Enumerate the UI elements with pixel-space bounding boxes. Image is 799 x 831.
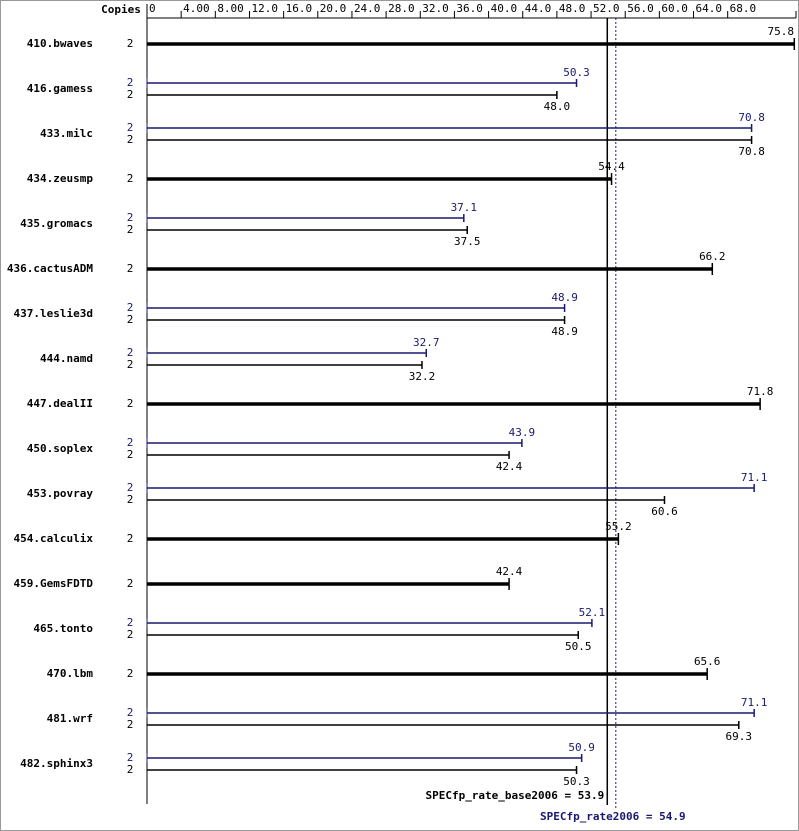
value-label: 37.5 bbox=[454, 235, 481, 248]
copies: 2 bbox=[127, 358, 134, 371]
copies: 2 bbox=[127, 211, 134, 224]
value-label: 66.2 bbox=[699, 250, 726, 263]
x-tick-label: 4.00 bbox=[183, 2, 210, 15]
copies: 2 bbox=[127, 88, 134, 101]
category-label: 433.milc bbox=[40, 127, 93, 140]
category-label: 436.cactusADM bbox=[7, 262, 93, 275]
x-tick-label: 64.0 bbox=[696, 2, 723, 15]
value-label: 48.9 bbox=[551, 325, 578, 338]
value-label: 48.0 bbox=[544, 100, 571, 113]
value-label: 48.9 bbox=[551, 291, 578, 304]
copies: 2 bbox=[127, 628, 134, 641]
value-label: 71.1 bbox=[741, 471, 768, 484]
x-tick-label: 16.0 bbox=[286, 2, 313, 15]
x-tick-label: 68.0 bbox=[730, 2, 757, 15]
value-label: 32.2 bbox=[409, 370, 436, 383]
value-label: 70.8 bbox=[738, 145, 765, 158]
x-tick-label: 0 bbox=[149, 2, 156, 15]
copies: 2 bbox=[127, 133, 134, 146]
category-label: 410.bwaves bbox=[27, 37, 93, 50]
category-label: 444.namd bbox=[40, 352, 93, 365]
value-label: 50.9 bbox=[568, 741, 595, 754]
x-tick-label: 40.0 bbox=[491, 2, 518, 15]
copies: 2 bbox=[127, 121, 134, 134]
category-label: 435.gromacs bbox=[20, 217, 93, 230]
value-label: 55.2 bbox=[605, 520, 632, 533]
copies: 2 bbox=[127, 667, 134, 680]
copies: 2 bbox=[127, 313, 134, 326]
x-tick-label: 36.0 bbox=[456, 2, 483, 15]
value-label: 43.9 bbox=[509, 426, 536, 439]
reference-label: SPECfp_rate_base2006 = 53.9 bbox=[425, 789, 604, 802]
value-label: 54.4 bbox=[598, 160, 625, 173]
category-label: 447.dealII bbox=[27, 397, 93, 410]
copies: 2 bbox=[127, 172, 134, 185]
value-label: 42.4 bbox=[496, 460, 523, 473]
copies: 2 bbox=[127, 301, 134, 314]
copies: 2 bbox=[127, 436, 134, 449]
category-label: 453.povray bbox=[27, 487, 94, 500]
copies: 2 bbox=[127, 223, 134, 236]
x-tick-label: 60.0 bbox=[661, 2, 688, 15]
copies: 2 bbox=[127, 76, 134, 89]
category-label: 470.lbm bbox=[47, 667, 94, 680]
x-tick-label: 24.0 bbox=[354, 2, 381, 15]
reference-label: SPECfp_rate2006 = 54.9 bbox=[540, 810, 686, 823]
x-tick-label: 48.0 bbox=[559, 2, 586, 15]
copies: 2 bbox=[127, 397, 134, 410]
x-tick-label: 28.0 bbox=[388, 2, 415, 15]
value-label: 42.4 bbox=[496, 565, 523, 578]
value-label: 50.3 bbox=[563, 775, 590, 788]
value-label: 60.6 bbox=[651, 505, 678, 518]
copies: 2 bbox=[127, 493, 134, 506]
category-label: 482.sphinx3 bbox=[20, 757, 93, 770]
value-label: 71.8 bbox=[747, 385, 774, 398]
copies: 2 bbox=[127, 532, 134, 545]
category-label: 454.calculix bbox=[14, 532, 94, 545]
value-label: 75.8 bbox=[768, 25, 795, 38]
category-label: 450.soplex bbox=[27, 442, 94, 455]
value-label: 69.3 bbox=[726, 730, 753, 743]
category-label: 481.wrf bbox=[47, 712, 93, 725]
value-label: 50.3 bbox=[563, 66, 590, 79]
value-label: 52.1 bbox=[579, 606, 606, 619]
value-label: 71.1 bbox=[741, 696, 768, 709]
copies: 2 bbox=[127, 577, 134, 590]
value-label: 37.1 bbox=[451, 201, 478, 214]
copies-header: Copies bbox=[101, 3, 141, 16]
category-label: 416.gamess bbox=[27, 82, 93, 95]
category-label: 459.GemsFDTD bbox=[14, 577, 94, 590]
x-tick-label: 32.0 bbox=[422, 2, 449, 15]
value-label: 32.7 bbox=[413, 336, 440, 349]
copies: 2 bbox=[127, 448, 134, 461]
category-label: 434.zeusmp bbox=[27, 172, 94, 185]
copies: 2 bbox=[127, 616, 134, 629]
value-label: 50.5 bbox=[565, 640, 592, 653]
value-label: 65.6 bbox=[694, 655, 721, 668]
x-tick-label: 12.0 bbox=[251, 2, 278, 15]
x-tick-label: 8.00 bbox=[217, 2, 244, 15]
copies: 2 bbox=[127, 262, 134, 275]
x-tick-label: 52.0 bbox=[593, 2, 620, 15]
x-tick-label: 56.0 bbox=[627, 2, 654, 15]
copies: 2 bbox=[127, 706, 134, 719]
category-label: 465.tonto bbox=[33, 622, 93, 635]
copies: 2 bbox=[127, 481, 134, 494]
value-label: 70.8 bbox=[738, 111, 765, 124]
copies: 2 bbox=[127, 763, 134, 776]
copies: 2 bbox=[127, 718, 134, 731]
copies: 2 bbox=[127, 37, 134, 50]
copies: 2 bbox=[127, 751, 134, 764]
copies: 2 bbox=[127, 346, 134, 359]
x-tick-label: 44.0 bbox=[525, 2, 552, 15]
x-tick-label: 20.0 bbox=[320, 2, 347, 15]
category-label: 437.leslie3d bbox=[14, 307, 93, 320]
